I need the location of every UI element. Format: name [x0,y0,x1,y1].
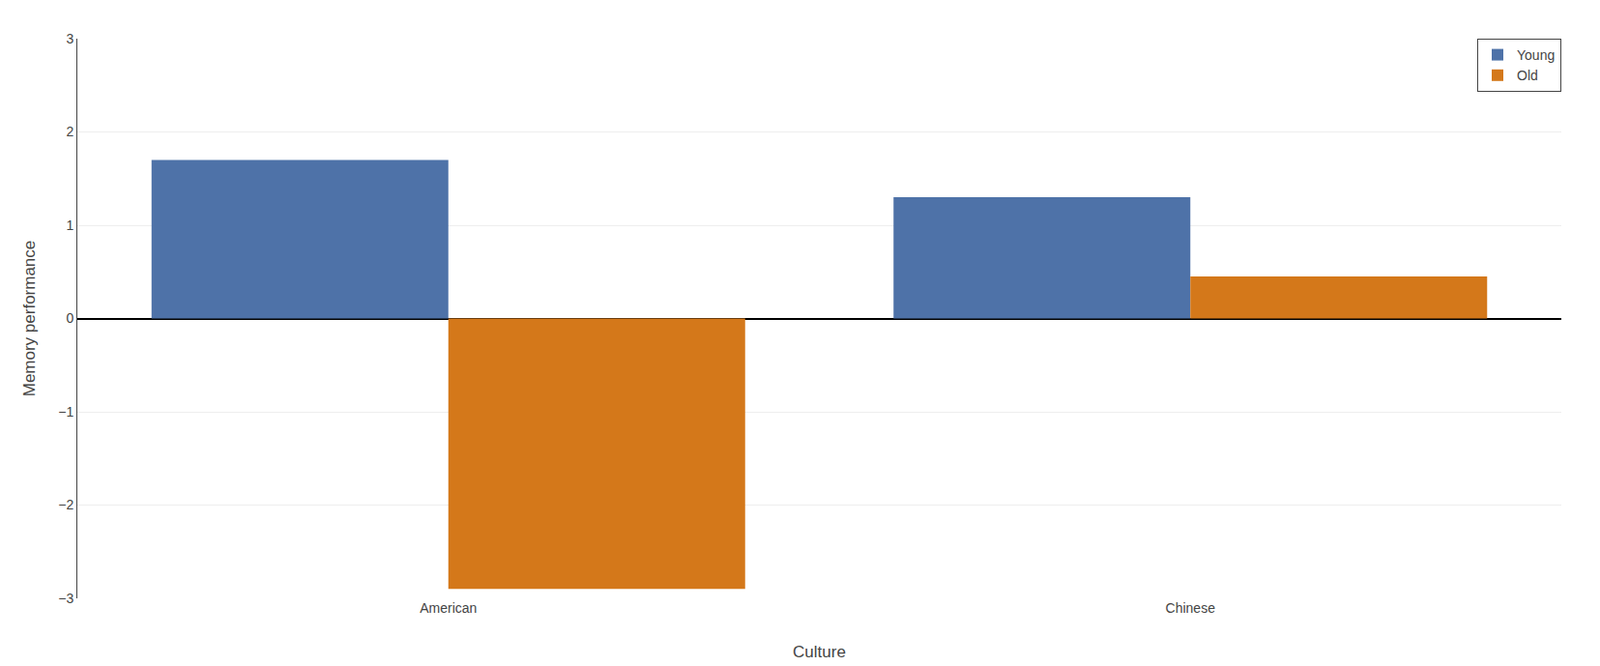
svg-text:American: American [419,600,477,616]
svg-text:Chinese: Chinese [1165,600,1217,616]
svg-text:1: 1 [65,217,74,233]
svg-text:Old: Old [1516,67,1539,84]
svg-text:Young: Young [1516,47,1555,63]
svg-text:3: 3 [65,30,74,47]
svg-text:0: 0 [65,310,74,326]
svg-text:Culture: Culture [792,642,846,662]
svg-text:Memory performance: Memory performance [20,240,39,398]
svg-text:2: 2 [65,123,74,140]
svg-text:−3: −3 [58,590,74,607]
svg-text:−2: −2 [58,496,74,513]
svg-text:−1: −1 [58,404,74,420]
